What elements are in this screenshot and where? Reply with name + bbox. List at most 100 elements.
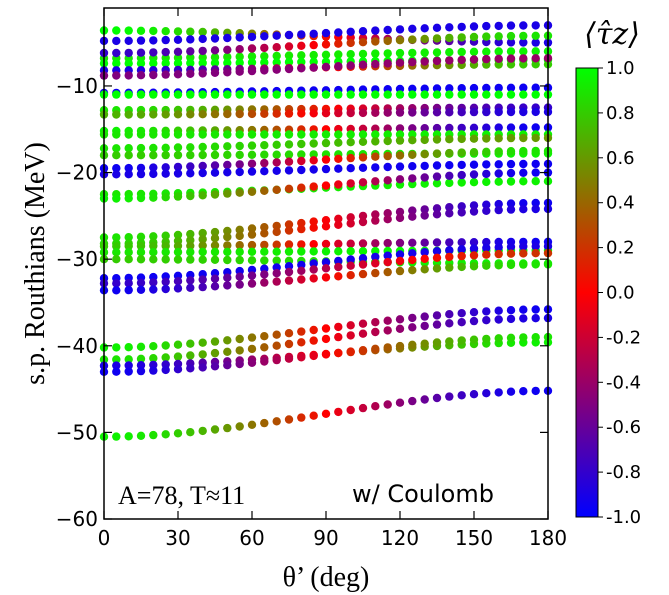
data-point — [482, 134, 491, 143]
data-point — [420, 265, 429, 274]
data-point — [136, 248, 146, 257]
data-point — [186, 130, 195, 139]
data-point — [260, 223, 269, 232]
data-point — [346, 261, 355, 270]
data-point — [210, 109, 220, 119]
data-point — [272, 158, 281, 167]
data-point — [457, 251, 466, 261]
data-point — [346, 108, 355, 118]
data-point — [124, 233, 133, 242]
data-point — [408, 84, 417, 94]
data-point — [186, 110, 195, 119]
data-point — [198, 46, 207, 56]
data-point — [309, 63, 318, 72]
data-point — [346, 405, 355, 415]
data-point — [432, 204, 442, 213]
data-point — [297, 41, 306, 50]
data-point — [420, 161, 429, 171]
data-point — [161, 231, 170, 240]
data-point — [445, 123, 454, 133]
data-point — [112, 110, 121, 119]
data-point — [445, 263, 454, 272]
data-point — [482, 200, 491, 209]
data-point — [309, 274, 318, 283]
data-point — [321, 155, 331, 164]
data-point — [112, 90, 121, 99]
data-point — [346, 347, 355, 356]
data-point — [531, 47, 540, 56]
data-point — [309, 139, 318, 148]
data-point — [531, 159, 540, 169]
data-point — [494, 388, 503, 397]
data-point — [284, 130, 294, 139]
data-point — [284, 339, 294, 349]
data-point — [371, 124, 380, 133]
data-point — [358, 38, 368, 47]
data-point — [395, 315, 405, 324]
data-point — [469, 316, 479, 326]
data-point — [309, 336, 318, 345]
data-point — [494, 38, 503, 47]
data-point — [420, 179, 429, 188]
data-point — [136, 169, 146, 179]
data-point — [334, 239, 343, 248]
data-point — [112, 71, 121, 80]
data-point — [223, 45, 232, 54]
colorbar-tick-label: 0.0 — [606, 283, 635, 304]
data-point — [346, 130, 355, 139]
data-point — [469, 238, 479, 247]
data-point — [235, 359, 244, 369]
data-point — [346, 239, 355, 248]
data-point — [198, 90, 207, 99]
data-point — [346, 331, 355, 340]
data-point — [334, 39, 343, 48]
data-point — [346, 271, 355, 280]
data-point — [260, 52, 269, 61]
data-point — [260, 66, 269, 75]
data-point — [247, 52, 257, 61]
data-point — [519, 90, 528, 99]
data-point — [432, 393, 442, 403]
data-point — [235, 109, 244, 119]
data-point — [235, 247, 244, 257]
data-point — [531, 60, 540, 69]
data-point — [112, 26, 121, 35]
data-point — [408, 150, 417, 159]
data-point — [284, 354, 294, 363]
data-point — [223, 347, 232, 356]
x-axis-label: θ’ (deg) — [283, 562, 370, 593]
data-point — [149, 342, 158, 351]
data-point — [260, 158, 269, 168]
data-point — [210, 58, 220, 68]
data-point — [186, 191, 195, 201]
data-point — [346, 38, 355, 48]
data-point — [223, 168, 232, 177]
data-point — [432, 161, 442, 170]
data-point — [519, 168, 528, 177]
data-point — [161, 130, 170, 139]
data-point — [272, 150, 281, 159]
data-point — [272, 341, 281, 350]
data-point — [260, 357, 269, 366]
data-point — [247, 271, 257, 280]
data-point — [420, 24, 429, 33]
data-point — [469, 22, 479, 31]
data-point — [346, 90, 355, 99]
data-point — [420, 238, 429, 247]
data-point — [173, 365, 183, 374]
data-point — [519, 305, 528, 314]
data-point — [186, 69, 195, 79]
data-point — [272, 43, 281, 52]
data-point — [173, 429, 183, 438]
data-point — [210, 282, 220, 291]
data-point — [124, 71, 133, 80]
colorbar-tick-label: 0.8 — [606, 103, 635, 124]
data-point — [469, 47, 479, 56]
data-point — [457, 245, 466, 254]
data-point — [223, 361, 232, 370]
data-point — [223, 33, 232, 43]
data-point — [506, 31, 516, 41]
data-point — [494, 261, 503, 270]
data-point — [198, 255, 207, 264]
data-point — [358, 27, 368, 36]
